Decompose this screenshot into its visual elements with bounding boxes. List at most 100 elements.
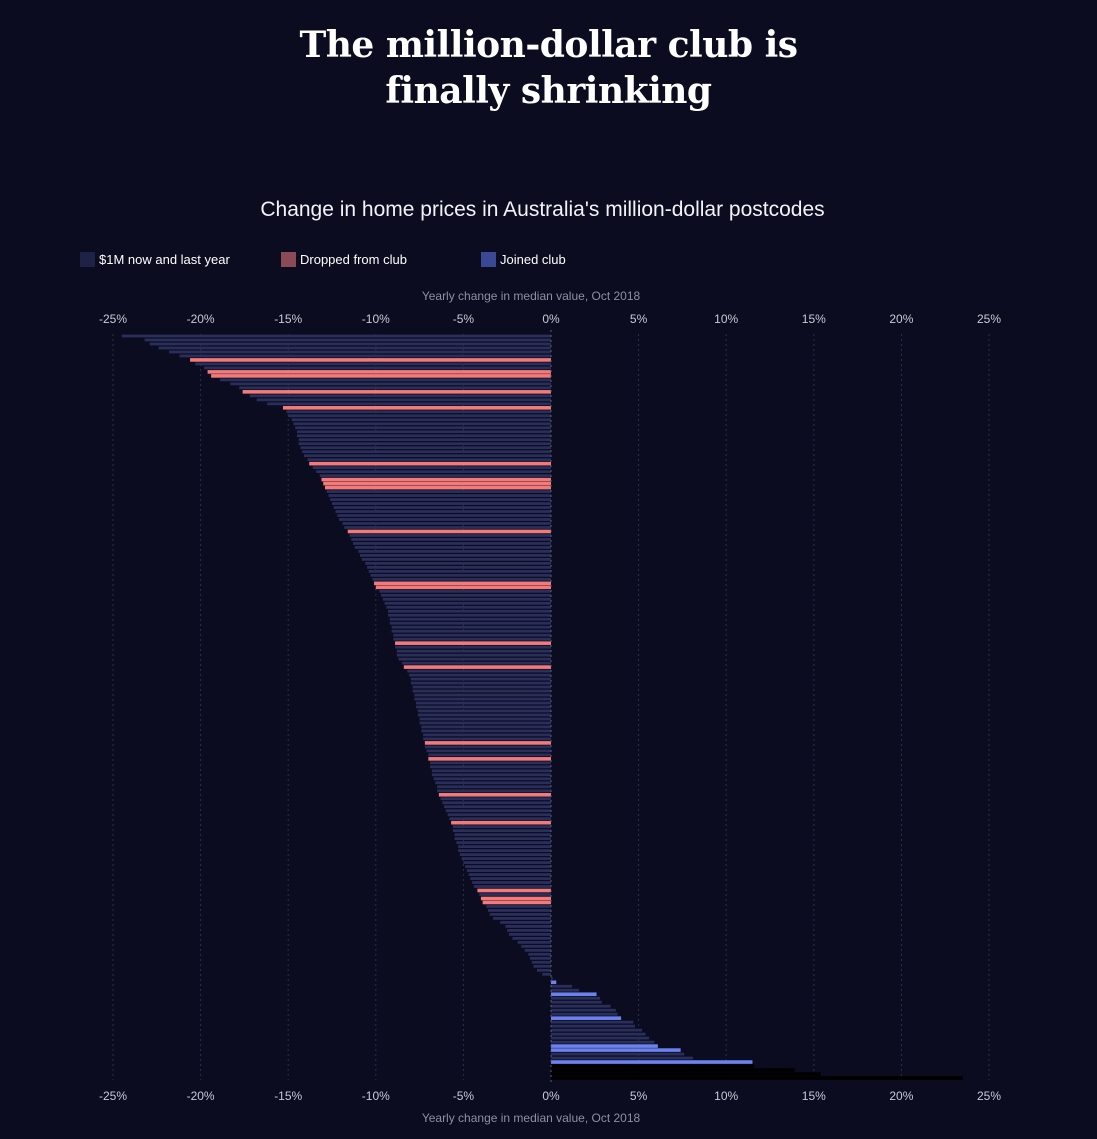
bar-stayed xyxy=(454,833,551,837)
bar-stayed xyxy=(332,502,551,505)
bar-stayed xyxy=(414,693,551,697)
bar-stayed xyxy=(454,837,551,841)
bar-stayed xyxy=(551,1056,693,1060)
bar-stayed xyxy=(430,765,551,769)
bar-stayed xyxy=(426,749,551,753)
x-tick-label-top: -15% xyxy=(274,312,302,326)
bar-stayed xyxy=(370,573,551,577)
bar-stayed xyxy=(195,362,551,366)
x-tick-label-bottom: -25% xyxy=(99,1089,127,1103)
bar-stayed xyxy=(337,514,551,517)
bar-stayed xyxy=(531,960,551,964)
bar-stayed xyxy=(435,781,551,785)
bar-stayed xyxy=(144,338,551,342)
bar-stayed xyxy=(466,869,551,872)
x-tick-label-top: -20% xyxy=(187,312,215,326)
bar-stayed xyxy=(551,1004,611,1008)
bar-stayed xyxy=(423,737,551,741)
bar-stayed xyxy=(293,422,551,426)
bar-stayed xyxy=(416,705,551,709)
bar-dropped xyxy=(347,529,551,534)
bar-stayed xyxy=(473,885,551,888)
bar-joined xyxy=(551,1016,622,1020)
bar-stayed xyxy=(445,809,551,813)
bar-stayed xyxy=(351,538,551,541)
bar-stayed xyxy=(416,701,551,705)
bar-stayed xyxy=(459,853,551,857)
bar-stayed xyxy=(365,561,551,565)
x-tick-label-top: -5% xyxy=(453,312,475,326)
bar-stayed xyxy=(367,565,551,569)
bar-stayed xyxy=(458,845,551,849)
bar-stayed xyxy=(551,1032,646,1036)
bar-stayed xyxy=(419,717,551,721)
bar-stayed xyxy=(372,577,551,581)
bar-stayed xyxy=(551,996,601,1000)
bar-stayed xyxy=(508,932,551,936)
bar-stayed xyxy=(239,386,552,390)
bar-stayed xyxy=(158,346,551,350)
x-tick-label-top: 15% xyxy=(802,312,826,326)
bar-stayed xyxy=(204,366,551,370)
x-tick-label-bottom: 10% xyxy=(714,1089,738,1103)
bar-stayed xyxy=(536,968,551,972)
bar-stayed xyxy=(295,426,551,430)
bar-stayed xyxy=(428,753,551,757)
bar-stayed xyxy=(551,976,553,980)
bar-joined xyxy=(551,980,557,985)
bar-stayed xyxy=(302,450,551,454)
bar-stayed xyxy=(179,354,552,358)
bar-stayed xyxy=(551,1008,616,1012)
bar-stayed xyxy=(395,645,551,649)
bar-stayed xyxy=(300,446,551,450)
x-axis-title-bottom: Yearly change in median value, Oct 2018 xyxy=(422,1111,641,1125)
bar-stayed xyxy=(424,745,551,749)
bar-stayed xyxy=(542,972,551,976)
bar-stayed xyxy=(291,418,551,422)
bar-stayed xyxy=(169,350,551,354)
bar-stayed xyxy=(298,442,551,446)
bar-dropped xyxy=(395,641,551,645)
bar-stayed xyxy=(389,617,551,621)
bar-stayed xyxy=(470,877,551,880)
bar-undefined xyxy=(551,1072,821,1076)
bar-stayed xyxy=(433,777,551,781)
bar-stayed xyxy=(447,813,551,817)
bar-stayed xyxy=(486,905,551,908)
bar-stayed xyxy=(382,597,551,601)
bar-stayed xyxy=(423,733,551,737)
bars xyxy=(121,334,963,1080)
bar-stayed xyxy=(379,589,551,593)
bar-stayed xyxy=(388,609,551,613)
x-tick-label-bottom: 0% xyxy=(542,1089,560,1103)
legend-label-dropped: Dropped from club xyxy=(300,252,407,267)
bar-undefined xyxy=(551,1064,755,1068)
bar-stayed xyxy=(286,410,551,414)
bar-joined xyxy=(551,1060,753,1064)
bar-stayed xyxy=(517,940,551,944)
headline-line-1: The million-dollar club is xyxy=(299,24,798,66)
bar-stayed xyxy=(398,657,551,661)
bar-stayed xyxy=(381,593,551,597)
bar-stayed xyxy=(551,1028,643,1032)
bar-dropped xyxy=(207,370,551,374)
bar-stayed xyxy=(307,458,551,462)
bar-dropped xyxy=(428,757,551,761)
bar-stayed xyxy=(303,454,551,458)
bar-stayed xyxy=(349,534,551,537)
bar-dropped xyxy=(477,888,551,893)
x-tick-label-bottom: -5% xyxy=(453,1089,475,1103)
bar-stayed xyxy=(410,677,551,681)
bar-stayed xyxy=(391,629,551,633)
gridlines xyxy=(112,334,990,1080)
bar-stayed xyxy=(296,430,551,434)
bar-stayed xyxy=(330,498,551,501)
bar-stayed xyxy=(512,936,551,940)
bar-stayed xyxy=(456,841,551,845)
bar-stayed xyxy=(149,342,552,346)
bar-dropped xyxy=(324,485,551,490)
bar-stayed xyxy=(449,817,551,821)
bar-dropped xyxy=(309,461,551,466)
bar-stayed xyxy=(551,1012,618,1016)
bar-undefined xyxy=(551,1076,963,1080)
